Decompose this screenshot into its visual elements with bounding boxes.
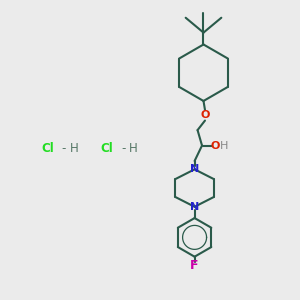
Text: O: O [210, 140, 220, 151]
Text: H: H [129, 142, 138, 155]
Text: Cl: Cl [41, 142, 54, 155]
Text: O: O [200, 110, 210, 120]
Text: Cl: Cl [100, 142, 113, 155]
Text: N: N [190, 202, 199, 212]
Text: H: H [70, 142, 79, 155]
Text: N: N [190, 164, 199, 174]
Text: -: - [61, 142, 66, 155]
Text: H: H [220, 140, 228, 151]
Text: F: F [190, 259, 199, 272]
Text: -: - [121, 142, 125, 155]
